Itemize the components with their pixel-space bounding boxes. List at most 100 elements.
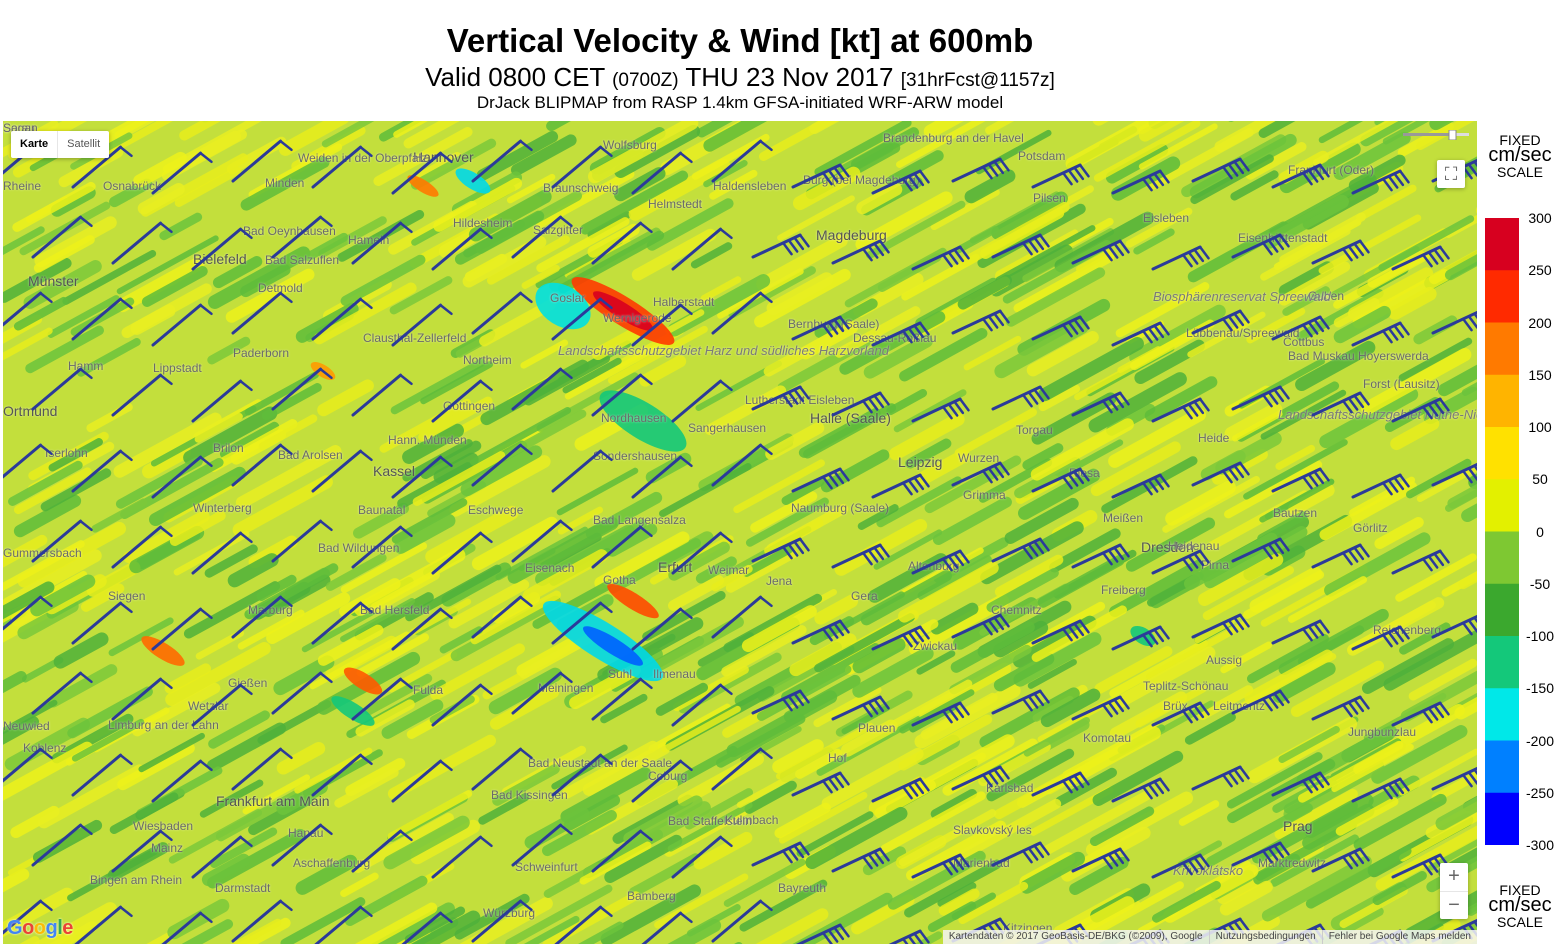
velocity-streak	[521, 264, 560, 289]
wind-barb	[831, 391, 890, 417]
velocity-streak	[70, 297, 135, 337]
velocity-streak	[777, 195, 855, 241]
velocity-streak	[334, 768, 399, 808]
valid-time: Valid 0800 CET (0700Z) THU 23 Nov 2017 […	[0, 62, 1480, 93]
velocity-streak	[1348, 154, 1406, 191]
velocity-streak	[173, 530, 250, 576]
zoom-in-button[interactable]: +	[1440, 863, 1468, 892]
wind-barb	[1431, 462, 1477, 487]
velocity-streak	[551, 744, 628, 790]
velocity-streak	[744, 780, 797, 814]
valid-time-zulu: (0700Z)	[612, 70, 679, 91]
velocity-streak	[963, 335, 1022, 371]
velocity-streak	[580, 170, 689, 235]
velocity-streak	[115, 257, 205, 313]
place-label: Darmstadt	[215, 881, 271, 895]
velocity-streak	[1184, 712, 1236, 745]
place-label: Wolfsburg	[603, 138, 657, 152]
wind-barb	[1111, 473, 1170, 499]
velocity-streak	[179, 121, 221, 141]
terms-link[interactable]: Nutzungsbedingungen	[1208, 930, 1322, 944]
place-label: Gotha	[603, 573, 636, 587]
velocity-streak	[893, 389, 967, 433]
wind-barb	[231, 595, 293, 639]
velocity-streak	[562, 740, 659, 799]
velocity-streak	[856, 183, 903, 215]
place-label: Landschaftsschutzgebiet Harz und südlich…	[558, 343, 889, 358]
velocity-streak	[852, 638, 906, 674]
velocity-streak	[240, 156, 330, 211]
velocity-streak	[789, 633, 857, 677]
wind-barb	[751, 537, 810, 563]
wind-barb	[1111, 625, 1170, 651]
velocity-streak	[1014, 457, 1081, 499]
velocity-streak	[905, 438, 952, 469]
velocity-streak	[1187, 311, 1266, 358]
wind-barb	[554, 905, 613, 944]
velocity-streak	[1202, 565, 1294, 621]
wind-barb	[311, 753, 373, 797]
velocity-streak	[353, 502, 410, 539]
wind-barb	[1271, 771, 1330, 797]
velocity-streak	[62, 250, 157, 305]
wind-barb	[831, 847, 890, 873]
velocity-streak	[450, 595, 561, 662]
color-scale-bar	[1485, 218, 1519, 845]
map-type-map-button[interactable]: Karte	[20, 138, 49, 150]
velocity-streak	[340, 542, 428, 594]
scale-band	[1485, 218, 1519, 271]
map-type-satellite-button[interactable]: Satellit	[57, 131, 109, 158]
velocity-streak	[608, 538, 702, 594]
velocity-streak	[507, 516, 619, 584]
wind-barb	[671, 683, 733, 727]
velocity-streak	[317, 379, 374, 417]
velocity-streak	[839, 311, 946, 375]
place-label: Bad Oeynhausen	[243, 224, 336, 238]
wind-barb	[951, 157, 1010, 183]
velocity-streak	[887, 150, 944, 187]
wind-barb	[1151, 549, 1210, 575]
velocity-streak	[108, 617, 174, 657]
place-label: Haldensleben	[713, 179, 787, 193]
velocity-streak	[12, 181, 96, 232]
wind-barb	[551, 601, 613, 645]
velocity-streak	[844, 247, 947, 308]
wind-barb	[391, 151, 453, 195]
google-logo[interactable]: Google	[7, 917, 73, 940]
place-label: Goslar	[550, 291, 586, 305]
place-label: Bautzen	[1273, 506, 1318, 520]
wind-barb	[401, 911, 453, 944]
opacity-slider-handle[interactable]	[1448, 130, 1457, 140]
map-canvas[interactable]: Hannover Wolfsburg Brandenburg an der Have…	[3, 121, 1477, 944]
velocity-streak	[1461, 503, 1477, 523]
wind-barb	[3, 747, 53, 783]
wind-barb	[191, 683, 253, 727]
wind-barb	[31, 367, 93, 411]
velocity-streak	[1109, 559, 1205, 618]
velocity-streak	[486, 235, 570, 285]
velocity-core	[407, 175, 439, 197]
velocity-streak	[232, 475, 333, 537]
velocity-streak	[1144, 376, 1218, 422]
opacity-slider[interactable]	[1403, 130, 1469, 140]
velocity-streak	[764, 518, 824, 556]
fullscreen-button[interactable]: ⛶	[1437, 160, 1465, 188]
place-label: Winterberg	[193, 501, 252, 515]
velocity-streak	[756, 664, 852, 721]
velocity-streak	[169, 510, 226, 547]
wind-barb	[631, 607, 693, 651]
wind-barb	[911, 549, 970, 575]
wind-barb	[1191, 765, 1250, 791]
velocity-streak	[397, 462, 474, 509]
velocity-streak	[578, 921, 624, 944]
place-label: Görlitz	[1353, 521, 1388, 535]
velocity-streak	[405, 564, 502, 622]
wind-barb	[1111, 169, 1170, 195]
velocity-streak	[276, 780, 328, 815]
zoom-out-button[interactable]: −	[1448, 894, 1460, 916]
velocity-streak	[1361, 638, 1455, 695]
wind-barb	[31, 519, 93, 563]
velocity-streak	[13, 494, 82, 538]
report-error-link[interactable]: Fehler bei Google Maps melden	[1321, 930, 1477, 944]
velocity-streak	[792, 166, 861, 211]
